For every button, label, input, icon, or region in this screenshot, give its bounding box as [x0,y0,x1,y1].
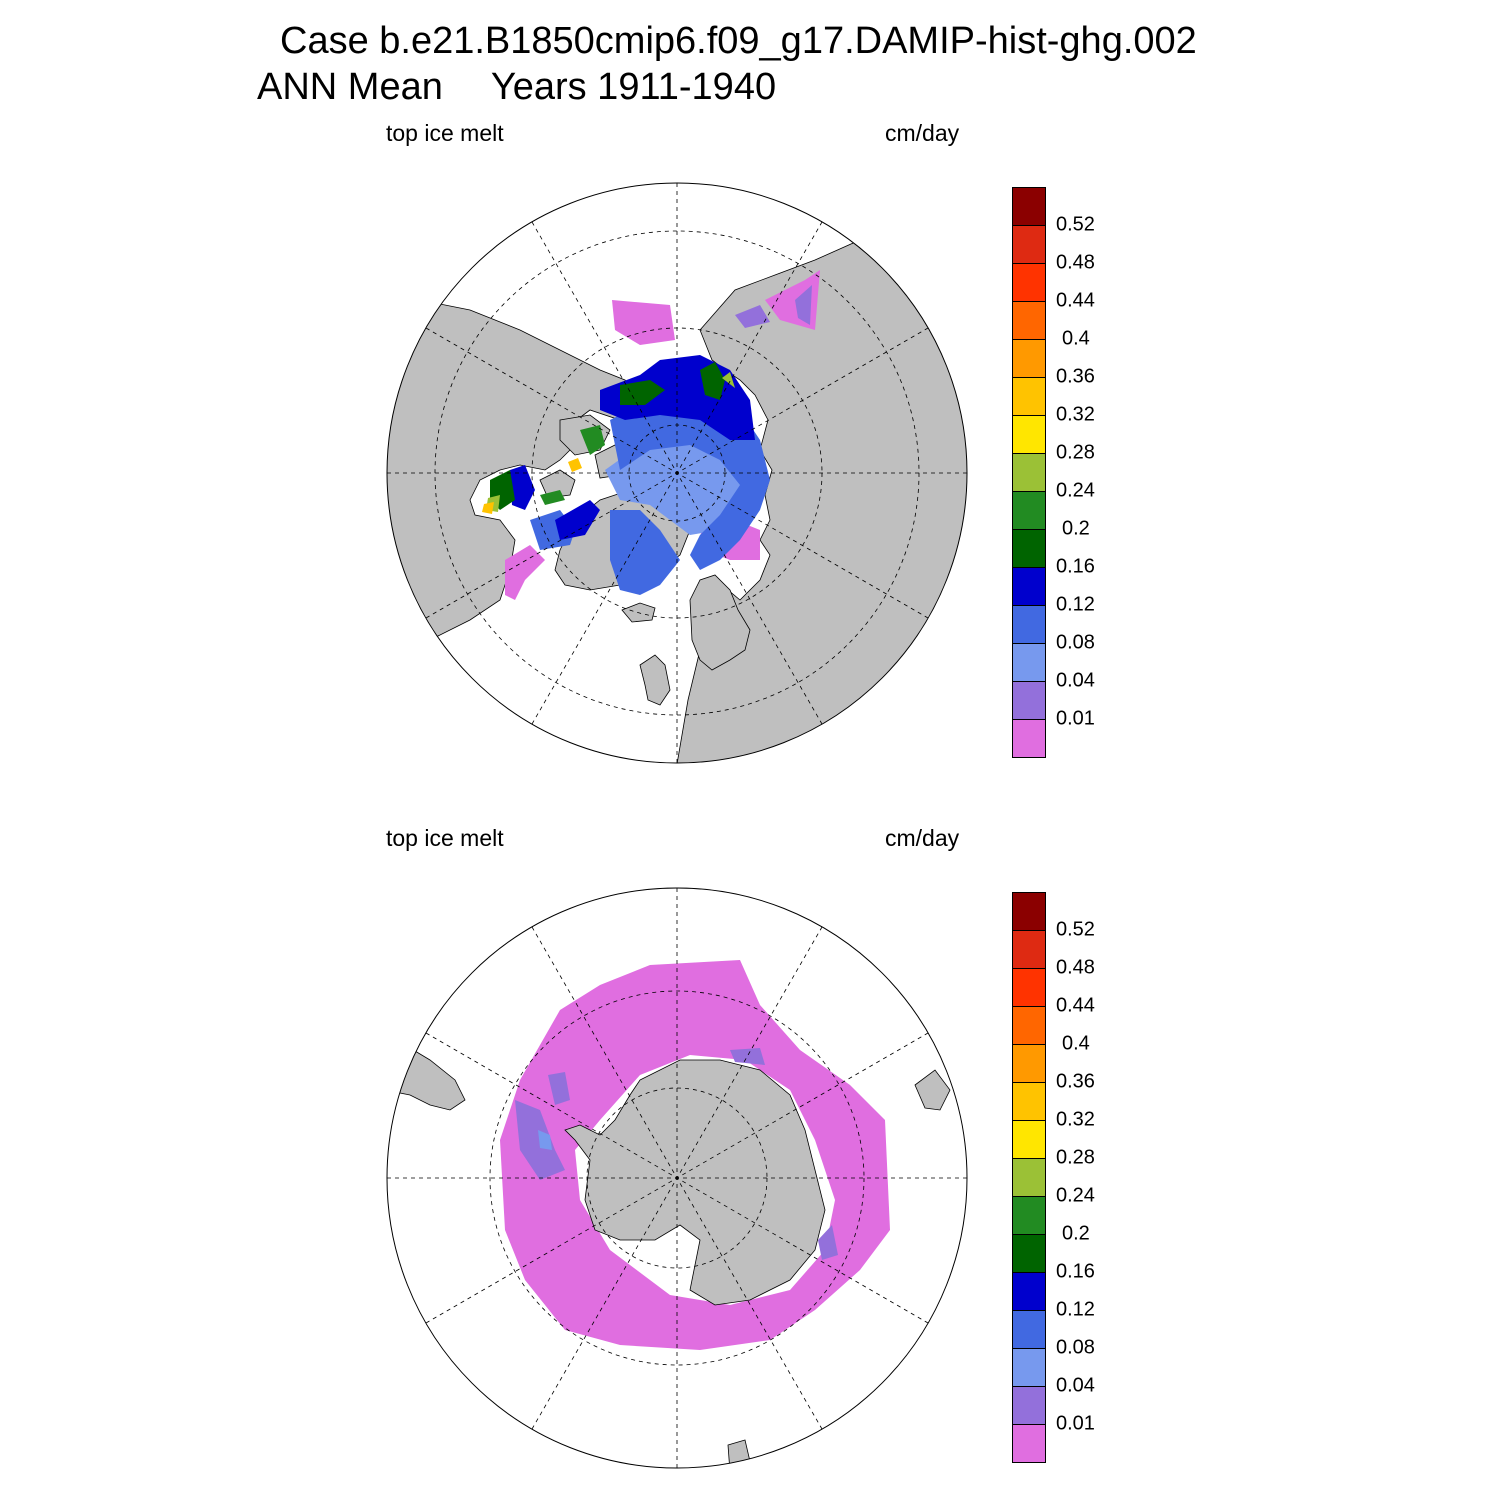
figure-title-period: ANN Mean Years 1911-1940 [257,66,776,109]
north-land-scandinavia [689,574,751,671]
colorbar-tick-label: 0.2 [1062,1222,1090,1245]
years-label: Years 1911-1940 [490,66,777,108]
north-map-boundary [386,182,968,764]
colorbar-swatch [1012,1272,1046,1311]
colorbar-tick-label: 0.48 [1056,956,1095,979]
north-graticule [387,183,967,763]
colorbar-swatch [1012,892,1046,931]
colorbar-swatch [1012,605,1046,644]
colorbar-tick-label: 0.44 [1056,289,1095,312]
colorbar-tick-label: 0.04 [1056,669,1095,692]
colorbar-swatch [1012,968,1046,1007]
colorbar-swatch [1012,491,1046,530]
colorbar-swatch [1012,225,1046,264]
north-units-label: cm/day [885,120,960,146]
south-polar-map [386,887,968,1469]
south-graticule [387,888,967,1468]
figure-title-case: Case b.e21.B1850cmip6.f09_g17.DAMIP-hist… [280,20,1197,62]
colorbar-swatch [1012,1310,1046,1349]
colorbar-swatch [1012,453,1046,492]
colorbar-swatch [1012,377,1046,416]
south-land-antarctica [564,1059,826,1306]
colorbar-swatch [1012,1348,1046,1387]
colorbar-tick-label: 0.12 [1056,593,1095,616]
colorbar-swatch [1012,681,1046,720]
colorbar-swatch [1012,1424,1046,1463]
colorbar-tick-label: 0.01 [1056,707,1095,730]
north-melt-0.32 [482,458,582,514]
colorbar-swatch [1012,187,1046,226]
south-units-label: cm/day [885,825,960,851]
colorbar-tick-label: 0.2 [1062,517,1090,540]
north-polar-map [386,182,968,764]
colorbar-tick-label: 0.16 [1056,555,1095,578]
north-melt-0.04 [735,285,812,328]
colorbar-swatch [1012,1006,1046,1045]
north-melt-0.24 [540,425,605,505]
colorbar-tick-label: 0.36 [1056,1070,1095,1093]
north-land-north-america [387,299,641,661]
north-melt-0.2 [490,362,725,510]
north-melt-0.12 [530,395,770,595]
colorbar-tick-label: 0.08 [1056,1336,1095,1359]
colorbar-tick-label: 0.24 [1056,1184,1095,1207]
south-melt-0.01 [500,960,890,1350]
colorbar-swatch [1012,930,1046,969]
colorbar-swatch [1012,339,1046,378]
colorbar-swatch [1012,643,1046,682]
colorbar-swatch [1012,567,1046,606]
colorbar-tick-label: 0.16 [1056,1260,1095,1283]
north-melt-0.01 [505,270,820,600]
colorbar-tick-label: 0.28 [1056,441,1095,464]
colorbar-swatch [1012,415,1046,454]
colorbar-swatch [1012,1082,1046,1121]
colorbar-tick-label: 0.52 [1056,213,1095,236]
colorbar-tick-label: 0.36 [1056,365,1095,388]
colorbar-swatch [1012,529,1046,568]
colorbar-tick-label: 0.24 [1056,479,1095,502]
colorbar-tick-label: 0.32 [1056,403,1095,426]
colorbar-swatch [1012,1158,1046,1197]
south-variable-label: top ice melt [386,825,504,851]
colorbar-tick-label: 0.32 [1056,1108,1095,1131]
colorbar-swatch [1012,301,1046,340]
north-melt-0.16 [510,355,755,540]
colorbar-swatch [1012,1234,1046,1273]
south-melt-0.08 [538,1130,552,1150]
colorbar-swatch [1012,1196,1046,1235]
colorbar-swatch [1012,263,1046,302]
south-land-africa [914,1069,951,1111]
colorbar-swatch [1012,1044,1046,1083]
colorbar-swatch [1012,719,1046,758]
season-label: ANN Mean [257,66,443,108]
north-land-british-isles [639,654,671,706]
colorbar-swatch [1012,1386,1046,1425]
colorbar-tick-label: 0.08 [1056,631,1095,654]
south-map-boundary [386,887,968,1469]
north-variable-label: top ice melt [386,120,504,146]
colorbar-swatch [1012,1120,1046,1159]
colorbar-tick-label: 0.4 [1062,1032,1090,1055]
colorbar-tick-label: 0.04 [1056,1374,1095,1397]
colorbar-tick-label: 0.48 [1056,251,1095,274]
colorbar-tick-label: 0.4 [1062,327,1090,350]
colorbar-tick-label: 0.52 [1056,918,1095,941]
colorbar-tick-label: 0.01 [1056,1412,1095,1435]
colorbar-tick-label: 0.28 [1056,1146,1095,1169]
colorbar-tick-label: 0.12 [1056,1298,1095,1321]
colorbar-tick-label: 0.44 [1056,994,1095,1017]
